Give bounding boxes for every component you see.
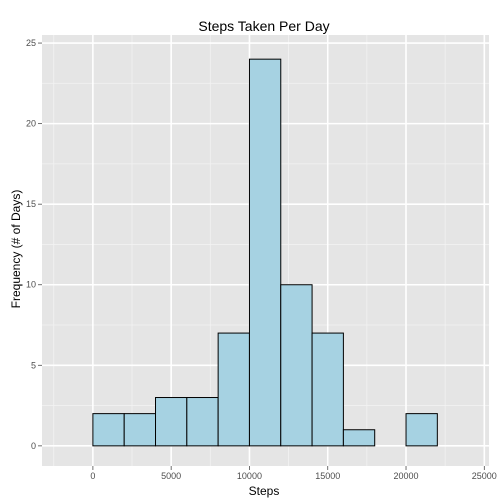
y-axis-ticks: 0 5 10 15 20 25: [26, 38, 42, 451]
y-tick-label: 5: [31, 360, 36, 370]
y-tick-label: 15: [26, 199, 36, 209]
histogram-bar: [123, 413, 157, 447]
histogram-bar: [405, 413, 438, 447]
x-tick-label: 5000: [161, 471, 181, 481]
y-tick-label: 20: [26, 119, 36, 129]
histogram-bar: [92, 413, 125, 447]
histogram-bar: [311, 332, 344, 447]
y-axis-label: Frequency (# of Days): [9, 190, 23, 309]
histogram-bar: [186, 397, 219, 447]
histogram-bars: [92, 58, 438, 447]
x-tick-label: 20000: [394, 471, 419, 481]
x-tick-label: 0: [90, 471, 95, 481]
x-tick-label: 25000: [472, 471, 497, 481]
x-axis-label: Steps: [249, 484, 280, 498]
histogram-bar: [217, 332, 250, 447]
y-tick-label: 0: [31, 441, 36, 451]
histogram-bar: [342, 429, 376, 447]
histogram-bar: [248, 58, 282, 447]
y-tick-label: 10: [26, 280, 36, 290]
x-tick-label: 10000: [237, 471, 262, 481]
histogram-bar: [155, 397, 188, 447]
x-tick-label: 15000: [315, 471, 340, 481]
y-tick-label: 25: [26, 38, 36, 48]
histogram-bar: [280, 284, 313, 447]
x-axis-ticks: 0 5000 10000 15000 20000 25000: [90, 466, 497, 481]
chart-title: Steps Taken Per Day: [198, 18, 329, 34]
